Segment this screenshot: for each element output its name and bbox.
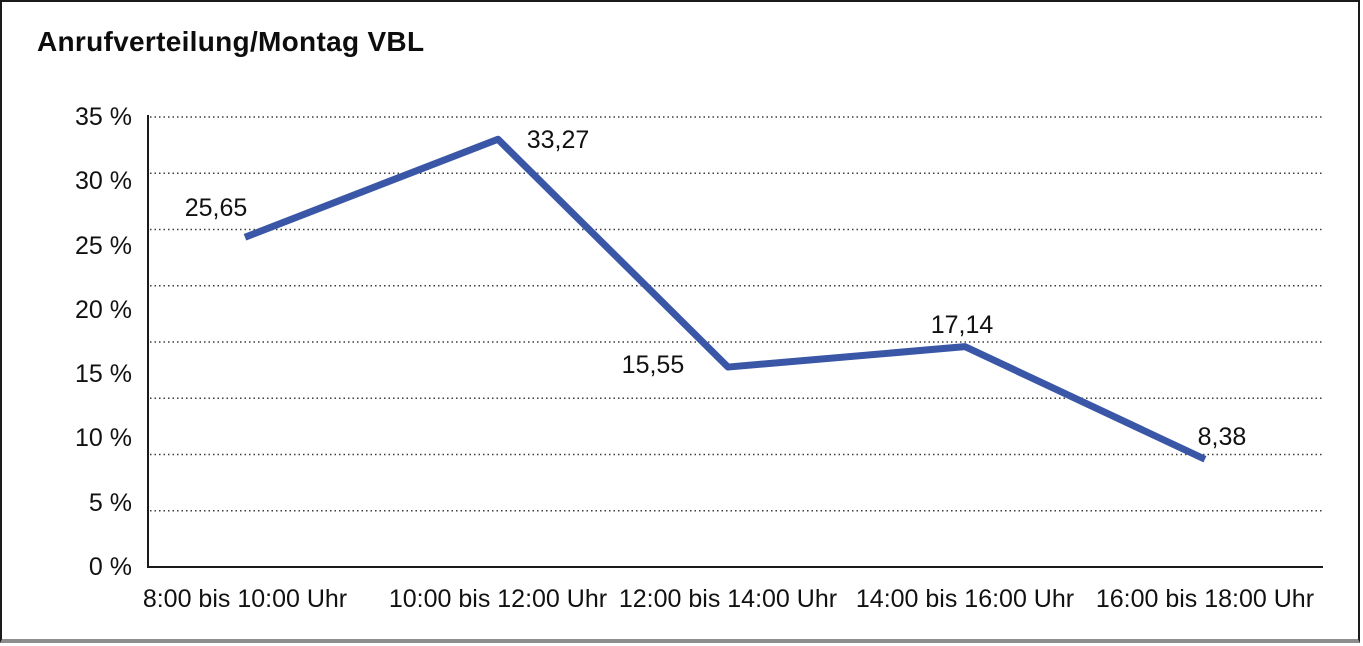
y-tick-label: 15 % (75, 360, 132, 389)
chart-title: Anrufverteilung/Montag VBL (37, 26, 425, 57)
y-tick-label: 25 % (75, 231, 132, 260)
y-tick-label: 5 % (88, 488, 132, 517)
x-tick-label: 14:00 bis 16:00 Uhr (855, 585, 1075, 613)
data-point-label: 8,38 (1197, 423, 1247, 452)
data-point-label: 17,14 (930, 310, 994, 339)
x-tick-label: 12:00 bis 14:00 Uhr (618, 585, 838, 613)
y-tick-label: 30 % (75, 167, 132, 196)
x-tick-label: 16:00 bis 18:00 Uhr (1095, 585, 1315, 613)
y-tick-label: 0 % (88, 553, 132, 581)
data-point-label: 25,65 (184, 194, 248, 223)
axes-group (147, 115, 1323, 568)
data-line-series (243, 135, 1207, 463)
data-point-label: 33,27 (526, 126, 590, 155)
y-tick-label: 35 % (75, 103, 132, 131)
x-tick-label: 10:00 bis 12:00 Uhr (388, 585, 608, 613)
gridlines-group (150, 116, 1322, 512)
x-tick-label: 8:00 bis 10:00 Uhr (142, 585, 348, 613)
series-group (243, 135, 1207, 463)
y-tick-label: 10 % (75, 424, 132, 453)
data-point-label: 15,55 (621, 351, 685, 380)
y-tick-label: 20 % (75, 295, 132, 324)
